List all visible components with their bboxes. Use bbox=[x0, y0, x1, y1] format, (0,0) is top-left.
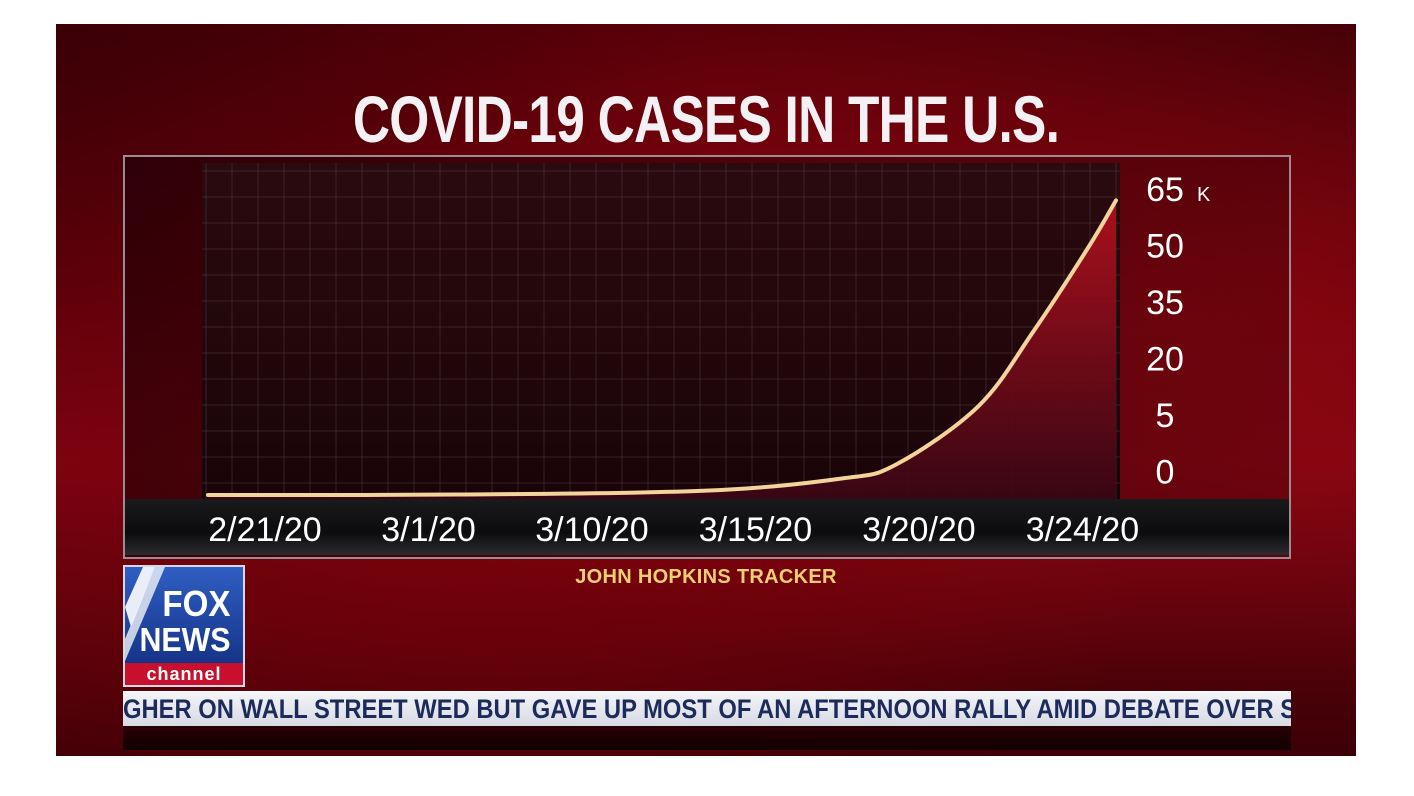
y-tick-label: 5 bbox=[1156, 397, 1175, 435]
broadcast-screen: COVID-19 CASES IN THE U.S. 65 50 35 20 5 0 K 2/… bbox=[56, 24, 1356, 756]
y-unit-suffix: K bbox=[1197, 184, 1211, 206]
x-tick-label: 3/15/20 bbox=[699, 511, 812, 549]
x-axis-band bbox=[125, 499, 1289, 555]
fox-news-logo: FOX NEWS channel bbox=[123, 565, 245, 687]
y-tick-label: 65 bbox=[1146, 171, 1184, 209]
logo-fox-text: FOX bbox=[162, 583, 231, 624]
x-tick-label: 2/21/20 bbox=[208, 511, 321, 549]
chart-title: COVID-19 CASES IN THE U.S. bbox=[352, 82, 1060, 156]
x-tick-label: 3/24/20 bbox=[1026, 511, 1139, 549]
ticker-text: GHER ON WALL STREET WED BUT GAVE UP MOST… bbox=[123, 694, 1291, 724]
y-tick-label: 0 bbox=[1156, 454, 1175, 492]
x-tick-label: 3/10/20 bbox=[535, 511, 648, 549]
y-tick-label: 20 bbox=[1146, 341, 1184, 379]
logo-news-text: NEWS bbox=[139, 621, 231, 658]
logo-channel-text: channel bbox=[125, 663, 243, 685]
ticker-lower-bar bbox=[123, 726, 1291, 750]
y-tick-label: 35 bbox=[1146, 284, 1184, 322]
chart-panel: 65 50 35 20 5 0 K 2/21/20 3/1/20 3/10/20 3/15/20 3/… bbox=[123, 155, 1291, 559]
x-tick-label: 3/20/20 bbox=[862, 511, 975, 549]
y-tick-label: 50 bbox=[1146, 228, 1184, 266]
series-line bbox=[206, 198, 1118, 498]
source-label: JOHN HOPKINS TRACKER bbox=[575, 566, 837, 588]
x-tick-label: 3/1/20 bbox=[381, 511, 476, 549]
news-ticker: GHER ON WALL STREET WED BUT GAVE UP MOST… bbox=[123, 691, 1291, 727]
series-area bbox=[208, 200, 1116, 499]
logo-searchlight-stripes bbox=[125, 567, 165, 661]
